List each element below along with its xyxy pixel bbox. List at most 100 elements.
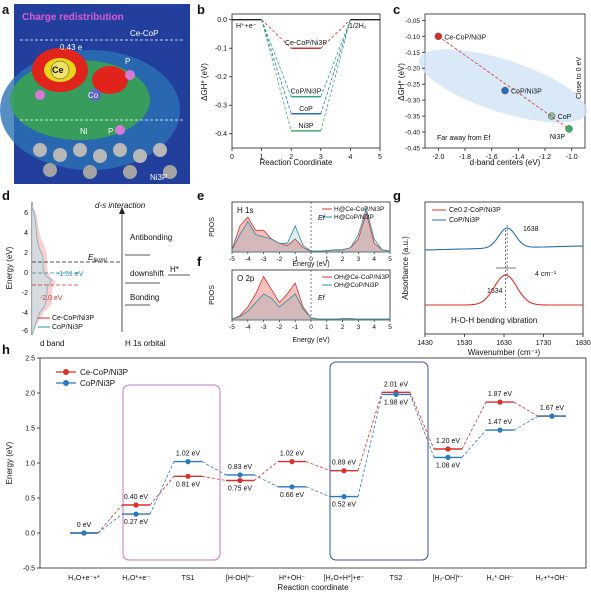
c-point-label: Ni3P [550, 134, 566, 141]
panel-a-charge-map: Charge redistribution Ce-CoP 0.43 e Ce C… [0, 4, 190, 184]
e-legend-label: H@CoP/Ni3P [334, 214, 374, 221]
h-energy-marker [237, 472, 243, 478]
c-ytick-label: -0.20 [405, 66, 420, 73]
panel-e-h1s-pdos: H 1s Energy (eV) PDOS Ef -5 -4 -3 -2 -1 0 1 2 3 4… [209, 201, 392, 268]
e-legend-label: H@Ce-CoP/Ni3P [334, 206, 384, 213]
g-spectrum-line [424, 227, 584, 251]
antibonding-label: Antibonding [130, 233, 172, 242]
charge-region-red-co [92, 66, 128, 94]
h-ytick-label: 2.0 [25, 391, 35, 398]
h-ytick-label: 0.0 [25, 531, 35, 538]
panel-letter-d: d [2, 188, 10, 203]
e-xtick-label: -4 [245, 256, 251, 263]
h-category-label: [H-OH]*⁻ [226, 575, 255, 582]
panel-c-xlabel: d-band centers (eV) [470, 158, 541, 167]
panel-e-ylabel: PDOS [209, 217, 216, 237]
panel-h-legend: Ce-CoP/Ni3P CoP/Ni3P [56, 368, 128, 388]
e-xtick-label: -2 [277, 256, 283, 263]
h-category-label: H₂+*+OH⁻ [536, 575, 569, 582]
c-xtick-label: -1.6 [486, 154, 498, 161]
h-energy-marker [289, 484, 295, 490]
h-energy-marker [393, 391, 399, 397]
panel-g-ir-spectra: Wavenumber (cm⁻¹) Absorbance (a.u.) H-O-… [401, 201, 591, 357]
h-category-label: TS2 [390, 575, 403, 582]
h-energy-connector [409, 392, 435, 450]
panel-h-ylabel: Energy (eV) [5, 441, 14, 484]
b-xtick-label: 5 [378, 154, 382, 161]
h-energy-value-label: 1.47 eV [488, 419, 512, 426]
panel-letter-e: e [197, 188, 204, 203]
peak-label-cop: 1638 [523, 226, 539, 233]
b-series-connector [261, 19, 292, 97]
h-energy-value-label: 1.67 eV [540, 405, 564, 412]
panel-c-trend-ellipse [418, 49, 588, 123]
h-category-label: TS1 [182, 575, 195, 582]
panel-b-free-energy: Reaction Coordinate ΔGH* (eV) H⁺+e⁻ 1/2H… [200, 13, 382, 167]
panel-b-xlabel: Reaction Coordinate [260, 158, 333, 167]
panel-c-axes-frame [424, 13, 586, 149]
p-label: P [125, 57, 130, 66]
h-category-label: H₂*·OH⁻ [486, 575, 513, 582]
epsilon-d-cop-value: -1.51 eV [57, 271, 84, 278]
panel-b-ylabel: ΔGH* (eV) [200, 63, 209, 101]
d-band-label: d band [40, 339, 64, 348]
efermi-label: Efermi [88, 253, 107, 264]
c-point-label: CoP [558, 114, 572, 121]
f-xtick-label: -3 [261, 324, 267, 331]
h-energy-connector [461, 401, 487, 450]
b-ytick-label: -0.2 [215, 74, 227, 81]
c-ytick-label: -0.05 [405, 18, 420, 25]
d-ytick: -6 [22, 328, 28, 335]
h-energy-connector [409, 394, 435, 458]
g-spectrum-line [425, 274, 583, 306]
h-energy-marker [133, 511, 139, 517]
h-category-label: [H₂O+H*]+e⁻ [324, 575, 365, 582]
e-xtick-label: -5 [229, 256, 235, 263]
h-energy-value-label: 0.27 eV [124, 519, 148, 526]
h-energy-marker [341, 468, 347, 474]
g-xtick-label: 1830 [575, 340, 591, 347]
h-energy-connector [149, 476, 175, 506]
e-xtick-label: 1 [325, 256, 329, 263]
h-energy-marker [549, 413, 555, 419]
panel-d-yticks: 6 4 2 0 -2 -4 -6 [22, 210, 28, 335]
panel-letter-b: b [197, 2, 205, 17]
e-xtick-label: 4 [372, 256, 376, 263]
c-ytick-label: -0.15 [405, 50, 420, 57]
f-legend-label: OH@CoP/Ni3P [334, 282, 379, 289]
h-energy-connector [97, 513, 123, 534]
ni-label: Ni [80, 127, 88, 136]
efermi-e: E [88, 253, 94, 262]
h-energy-connector [305, 461, 331, 472]
b-series-label: Ce-CoP/Ni3P [285, 40, 327, 47]
c-xtick-label: -1.4 [512, 154, 524, 161]
panel-e-ef-label: Ef [318, 215, 326, 222]
f-xtick-label: -4 [245, 324, 251, 331]
ds-interaction-label: d-s interaction [95, 201, 146, 210]
h-category-label: H₂O+e⁻+* [68, 575, 100, 582]
f-xtick-label: 5 [388, 324, 392, 331]
p-atom [125, 70, 135, 80]
h-legend-marker-ce [63, 369, 69, 375]
panel-b-left-label: H⁺+e⁻ [236, 23, 257, 30]
close-to-zero-note: Close to 0 eV [576, 57, 583, 99]
panel-h-reaction-pathway: Reaction coordinate Energy (eV) Ce-CoP/N… [5, 356, 587, 592]
b-ytick-label: -0.3 [215, 103, 227, 110]
h-category-label: [H₂-OH]*⁻ [433, 575, 464, 582]
h-energy-value-label: 0.40 eV [124, 494, 148, 501]
h-energy-marker [497, 427, 503, 433]
panel-h-axes-frame [39, 357, 587, 569]
panel-letter-a: a [2, 2, 10, 17]
h-energy-marker [81, 530, 87, 536]
ni3p-label: Ni3P [150, 173, 167, 182]
co-atom [89, 89, 101, 101]
h-ytick-label: 0.5 [25, 496, 35, 503]
b-xtick-label: 1 [260, 154, 264, 161]
panel-d-legend: Ce-CoP/Ni3P CoP/Ni3P [38, 315, 94, 331]
d-band-dos-blue [31, 207, 53, 336]
panel-f-title: O 2p [237, 274, 255, 283]
f-xtick-label: 1 [325, 324, 329, 331]
b-series-connector [320, 19, 351, 114]
panel-h-xlabel: Reaction coordinate [277, 583, 349, 592]
c-ytick-label: -0.10 [405, 34, 420, 41]
